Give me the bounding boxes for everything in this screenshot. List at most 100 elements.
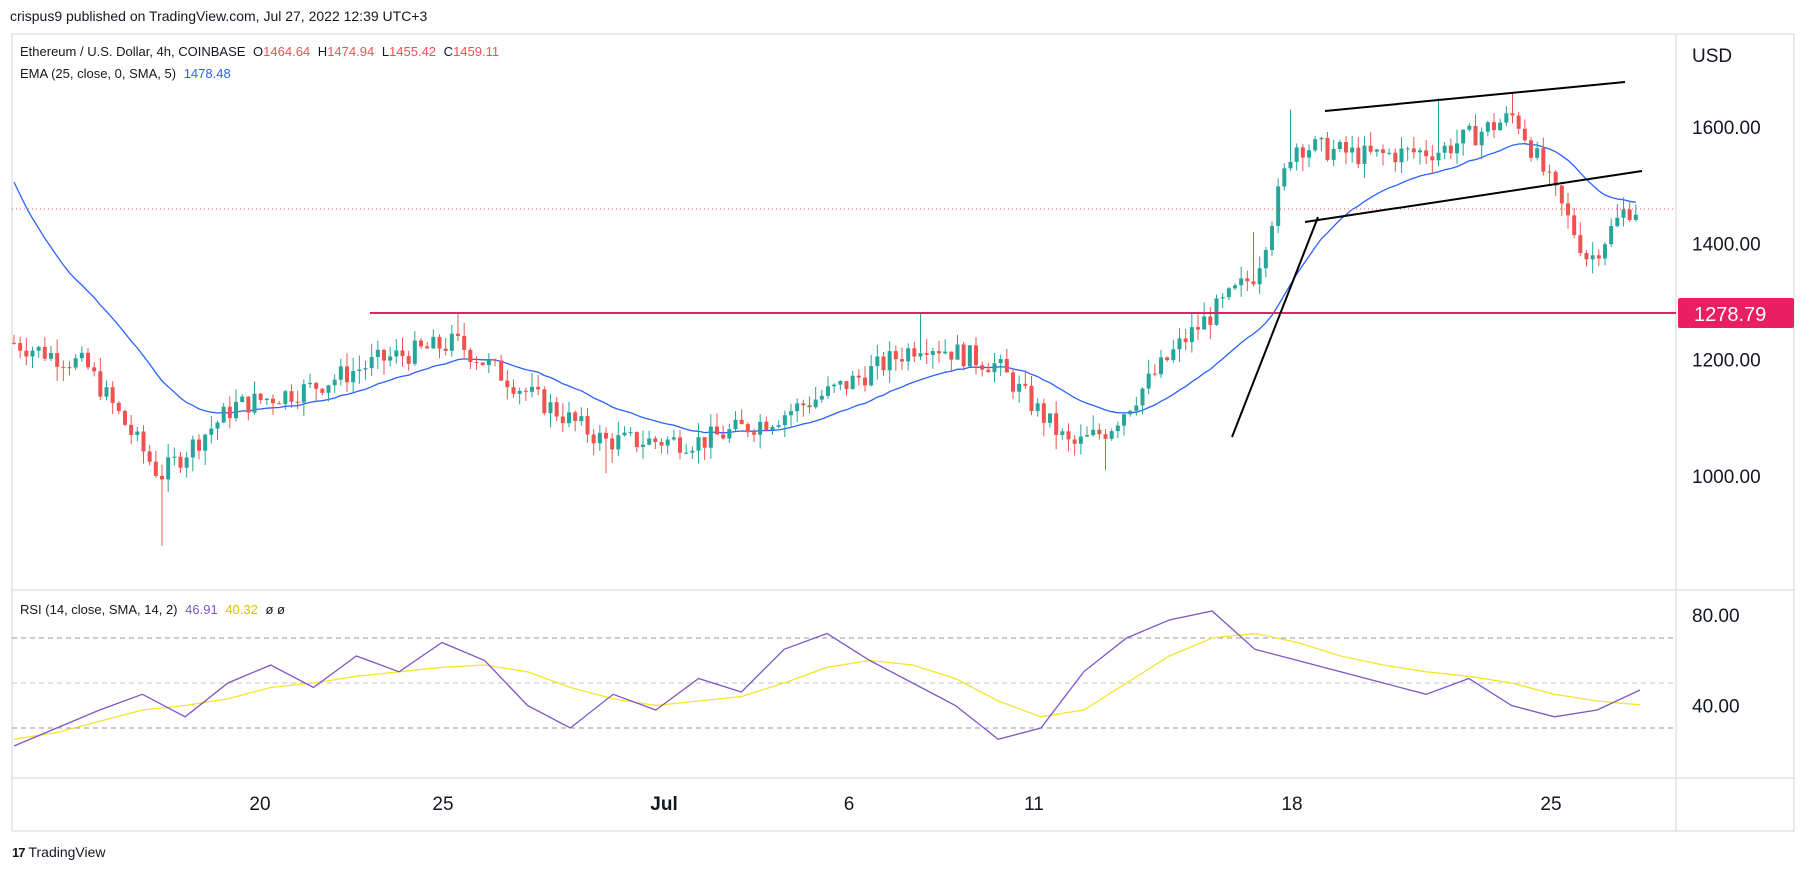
candle-body bbox=[789, 411, 793, 416]
candle-body bbox=[776, 425, 781, 427]
candle-body bbox=[184, 457, 189, 468]
candle-body bbox=[1270, 225, 1274, 250]
candle-body bbox=[73, 358, 78, 368]
ema-legend[interactable]: EMA (25, close, 0, SMA, 5) 1478.48 bbox=[20, 66, 231, 81]
candle-body bbox=[258, 393, 263, 401]
candle-body bbox=[634, 432, 639, 448]
candle-body bbox=[1017, 383, 1022, 392]
candle-body bbox=[160, 475, 164, 480]
candle-body bbox=[622, 432, 627, 436]
ema-line bbox=[13, 143, 1636, 434]
candle-body bbox=[1066, 431, 1071, 440]
candle-body bbox=[1448, 145, 1453, 154]
candle-body bbox=[345, 366, 349, 383]
candle-body bbox=[1041, 403, 1046, 423]
candle-body bbox=[30, 350, 35, 357]
candle-body bbox=[1103, 434, 1108, 439]
candle-body bbox=[277, 403, 282, 405]
candle-body bbox=[832, 384, 837, 387]
time-tick-label: 25 bbox=[1540, 794, 1561, 815]
candle-body bbox=[1356, 147, 1361, 165]
candle-body bbox=[240, 396, 245, 402]
candle-body bbox=[579, 416, 584, 421]
rising-support-line[interactable] bbox=[1231, 216, 1319, 438]
candle-body bbox=[1399, 148, 1404, 163]
candle-body bbox=[591, 434, 596, 444]
candle-body bbox=[1134, 405, 1139, 411]
candle-body bbox=[338, 366, 343, 380]
candle-body bbox=[1504, 113, 1509, 123]
candle-body bbox=[1011, 372, 1015, 392]
candle-body bbox=[1294, 147, 1299, 162]
candle-body bbox=[961, 344, 966, 367]
candle-body bbox=[468, 349, 473, 363]
candle-body bbox=[1492, 122, 1496, 131]
candle-body bbox=[320, 388, 325, 393]
candle-body bbox=[437, 336, 442, 349]
candle-body bbox=[1078, 436, 1083, 444]
symbol-legend[interactable]: Ethereum / U.S. Dollar, 4h, COINBASE O14… bbox=[20, 44, 499, 59]
candle-body bbox=[1633, 214, 1638, 220]
candle-body bbox=[764, 421, 769, 431]
candle-body bbox=[1590, 255, 1595, 260]
candle-body bbox=[1233, 285, 1237, 289]
ema-polyline bbox=[13, 143, 1636, 434]
rsi-label: RSI (14, close, SMA, 14, 2) bbox=[20, 602, 178, 617]
candle-body bbox=[1226, 288, 1231, 298]
candle-body bbox=[721, 434, 726, 439]
candle-body bbox=[665, 439, 670, 446]
candle-body bbox=[1479, 131, 1484, 146]
candle-body bbox=[314, 382, 319, 389]
candle-body bbox=[1257, 268, 1262, 285]
candle-body bbox=[1559, 185, 1564, 204]
candle-body bbox=[382, 349, 386, 361]
candle-body bbox=[55, 353, 60, 367]
candle-body bbox=[1220, 297, 1225, 299]
candle-body bbox=[79, 352, 84, 359]
wedge-lower-line[interactable] bbox=[1304, 170, 1643, 223]
candle-body bbox=[641, 444, 645, 448]
high-label: H bbox=[317, 44, 328, 59]
candle-body bbox=[480, 362, 485, 366]
candle-body bbox=[967, 345, 972, 367]
candle-body bbox=[1085, 435, 1089, 437]
time-axis[interactable]: 20 25 Jul 6 11 18 25 bbox=[249, 794, 1561, 815]
price-tick-label: 1600.00 bbox=[1692, 118, 1761, 139]
candle-body bbox=[1609, 226, 1614, 245]
candle-body bbox=[129, 424, 134, 435]
candle-body bbox=[283, 391, 288, 405]
rsi-axis[interactable]: 40.00 80.00 bbox=[1692, 606, 1740, 718]
candle-body bbox=[1498, 122, 1503, 131]
candle-body bbox=[1522, 128, 1527, 141]
close-label: C bbox=[443, 44, 454, 59]
rsi-legend[interactable]: RSI (14, close, SMA, 14, 2) 46.91 40.32 … bbox=[20, 602, 285, 617]
price-tick-label: 1400.00 bbox=[1692, 234, 1761, 255]
wedge-upper-line[interactable] bbox=[1324, 81, 1626, 112]
price-axis[interactable]: 1000.00 1200.00 1400.00 1600.00 bbox=[1692, 118, 1761, 488]
tradingview-footer[interactable]: 17 TradingView bbox=[12, 844, 106, 860]
candle-body bbox=[1054, 413, 1059, 435]
candle-body bbox=[597, 432, 602, 444]
candle-body bbox=[869, 366, 874, 386]
candle-body bbox=[690, 450, 695, 453]
candle-body bbox=[1319, 137, 1324, 140]
candle-body bbox=[301, 384, 306, 403]
candle-body bbox=[1152, 373, 1157, 375]
candle-body bbox=[499, 360, 504, 381]
candle-body bbox=[844, 381, 849, 390]
candle-body bbox=[36, 346, 41, 351]
candle-body bbox=[326, 385, 331, 393]
candle-body bbox=[819, 395, 824, 400]
tradingview-logo-icon: 17 bbox=[12, 844, 26, 860]
candle-body bbox=[1424, 150, 1429, 157]
candle-body bbox=[1023, 383, 1028, 386]
level-badge-text: 1278.79 bbox=[1694, 304, 1766, 326]
candle-body bbox=[332, 379, 337, 386]
candle-body bbox=[425, 346, 430, 349]
candle-body bbox=[1621, 209, 1626, 218]
candle-body bbox=[1115, 425, 1120, 432]
candle-body bbox=[1393, 152, 1398, 163]
candle-body bbox=[1553, 171, 1558, 186]
candle-body bbox=[1282, 168, 1287, 187]
